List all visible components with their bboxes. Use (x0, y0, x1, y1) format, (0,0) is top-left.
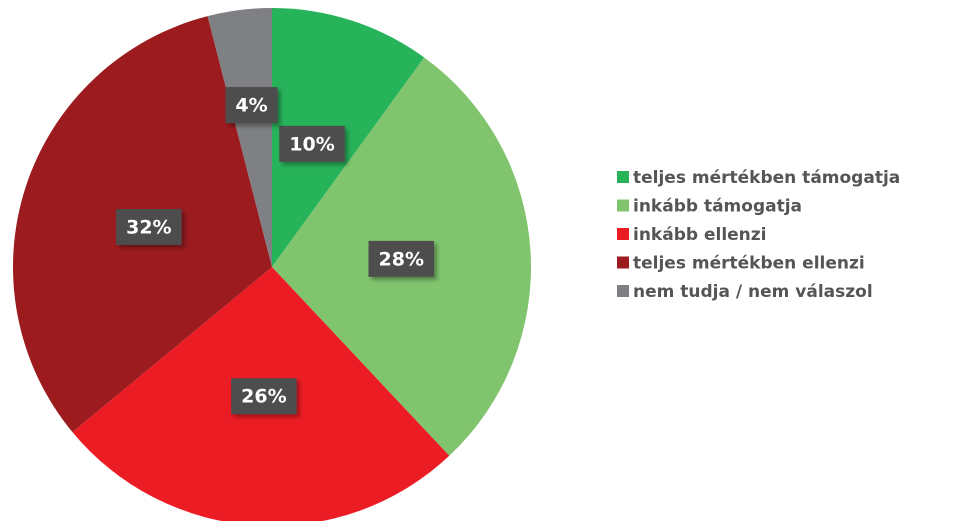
legend-swatch (617, 228, 629, 240)
legend-swatch (617, 256, 629, 269)
legend-label: inkább támogatja (633, 197, 802, 217)
data-label: 10% (289, 133, 334, 155)
data-label: 32% (126, 216, 171, 238)
legend-swatch (617, 285, 629, 297)
pie-slice (272, 8, 425, 267)
data-label-box (279, 125, 345, 162)
legend-label: teljes mértékben támogatja (633, 168, 900, 188)
data-label-box (231, 378, 297, 415)
legend-swatch (617, 171, 629, 183)
data-label-box (368, 240, 434, 277)
data-label-box (116, 208, 182, 245)
pie-slice (207, 7, 272, 267)
legend-label: inkább ellenzi (633, 225, 767, 245)
data-label-box (225, 87, 278, 124)
legend-swatch (617, 199, 629, 212)
data-label: 26% (241, 386, 286, 408)
legend-label: nem tudja / nem válaszol (633, 282, 873, 302)
data-label: 28% (379, 248, 424, 270)
data-label: 4% (235, 95, 267, 117)
legend-label: teljes mértékben ellenzi (633, 254, 865, 274)
